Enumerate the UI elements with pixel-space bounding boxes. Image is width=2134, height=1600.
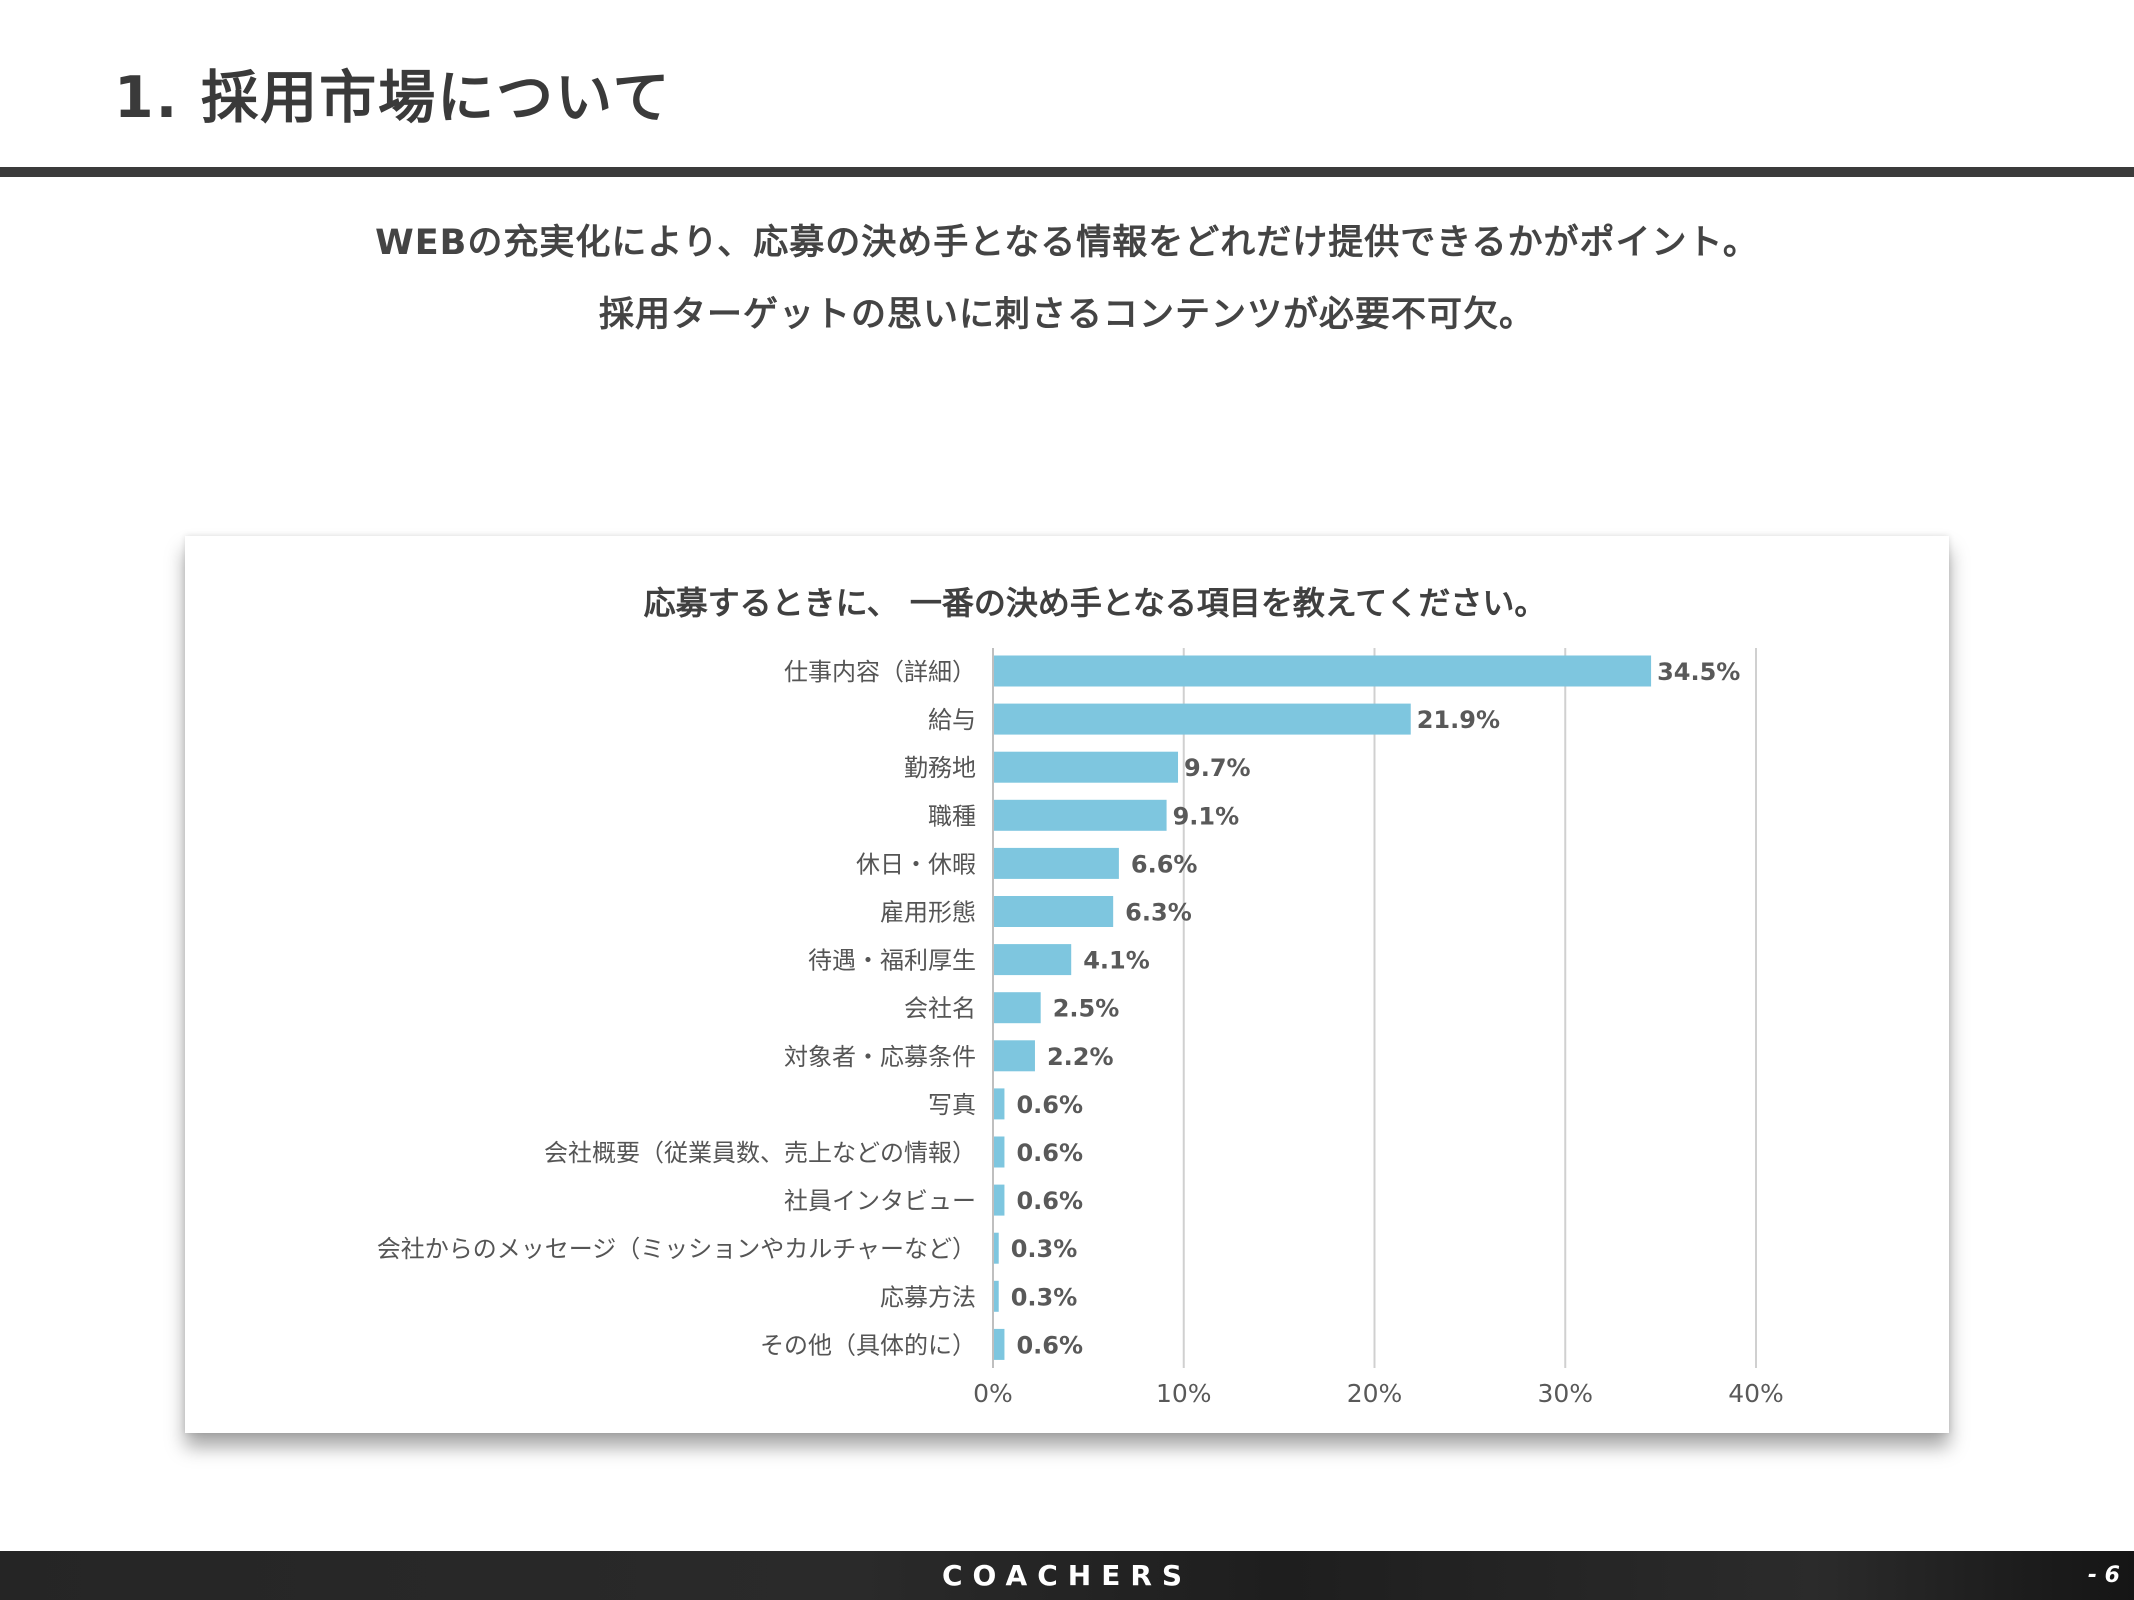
bar (993, 1232, 999, 1264)
x-tick-label: 10% (1156, 1379, 1212, 1408)
data-label: 0.3% (1011, 1283, 1078, 1311)
data-label: 4.1% (1083, 947, 1150, 975)
bar (993, 992, 1041, 1024)
category-label: 仕事内容（詳細） (784, 658, 976, 686)
bar (993, 1280, 999, 1312)
data-label: 9.7% (1184, 754, 1251, 782)
category-label: 給与 (928, 706, 976, 734)
data-label: 34.5% (1657, 658, 1740, 686)
bar (993, 1136, 1005, 1168)
category-label: 社員インタビュー (784, 1187, 976, 1215)
x-tick-label: 20% (1347, 1379, 1403, 1408)
category-label: 職種 (928, 802, 976, 830)
category-label: 勤務地 (904, 754, 976, 782)
data-label: 2.2% (1047, 1043, 1114, 1071)
bar (993, 751, 1179, 783)
subtitle-line-2: 採用ターゲットの思いに刺さるコンテンツが必要不可欠。 (598, 295, 1535, 335)
header-divider (0, 167, 2134, 177)
bar (993, 896, 1114, 927)
category-label: 会社からのメッセージ（ミッションやカルチャーなど） (377, 1235, 976, 1263)
data-label: 0.6% (1016, 1187, 1083, 1215)
bar (993, 1040, 1035, 1072)
bar (993, 703, 1411, 735)
category-label: その他（具体的に） (760, 1331, 976, 1359)
subtitle-line-1: WEBの充実化により、応募の決め手となる情報をどれだけ提供できるかがポイント。 (375, 223, 1759, 263)
data-label: 0.6% (1016, 1091, 1083, 1119)
data-label: 6.6% (1131, 850, 1198, 878)
category-label: 会社概要（従業員数、売上などの情報） (544, 1139, 976, 1167)
bar (993, 1328, 1005, 1360)
category-label: 写真 (928, 1091, 976, 1119)
bar (993, 655, 1652, 687)
data-label: 6.3% (1125, 899, 1192, 927)
data-label: 0.6% (1016, 1331, 1083, 1359)
x-tick-label: 30% (1537, 1379, 1593, 1408)
data-label: 0.3% (1011, 1235, 1078, 1263)
bar (993, 1184, 1005, 1216)
page-number: - 6 (2087, 1563, 2120, 1588)
data-label: 0.6% (1016, 1139, 1083, 1167)
bar (993, 944, 1072, 976)
category-label: 待遇・福利厚生 (808, 947, 976, 975)
x-tick-label: 40% (1728, 1379, 1784, 1408)
x-tick-label: 0% (973, 1379, 1013, 1408)
category-label: 休日・休暇 (856, 850, 976, 878)
page-title: 1. 採用市場について (114, 65, 672, 131)
category-label: 応募方法 (880, 1283, 976, 1311)
footer-bar: COACHERS - 6 (0, 1551, 2134, 1600)
brand-logo: COACHERS (941, 1559, 1193, 1592)
data-label: 21.9% (1417, 706, 1500, 734)
category-label: 雇用形態 (880, 899, 976, 927)
data-label: 2.5% (1053, 995, 1120, 1023)
bar (993, 1088, 1005, 1120)
chart-title: 応募するときに、 一番の決め手となる項目を教えてください。 (643, 584, 1547, 622)
data-label: 9.1% (1173, 802, 1240, 830)
category-label: 対象者・応募条件 (784, 1043, 976, 1071)
bar (993, 847, 1119, 879)
category-label: 会社名 (904, 995, 976, 1023)
bar (993, 799, 1167, 831)
